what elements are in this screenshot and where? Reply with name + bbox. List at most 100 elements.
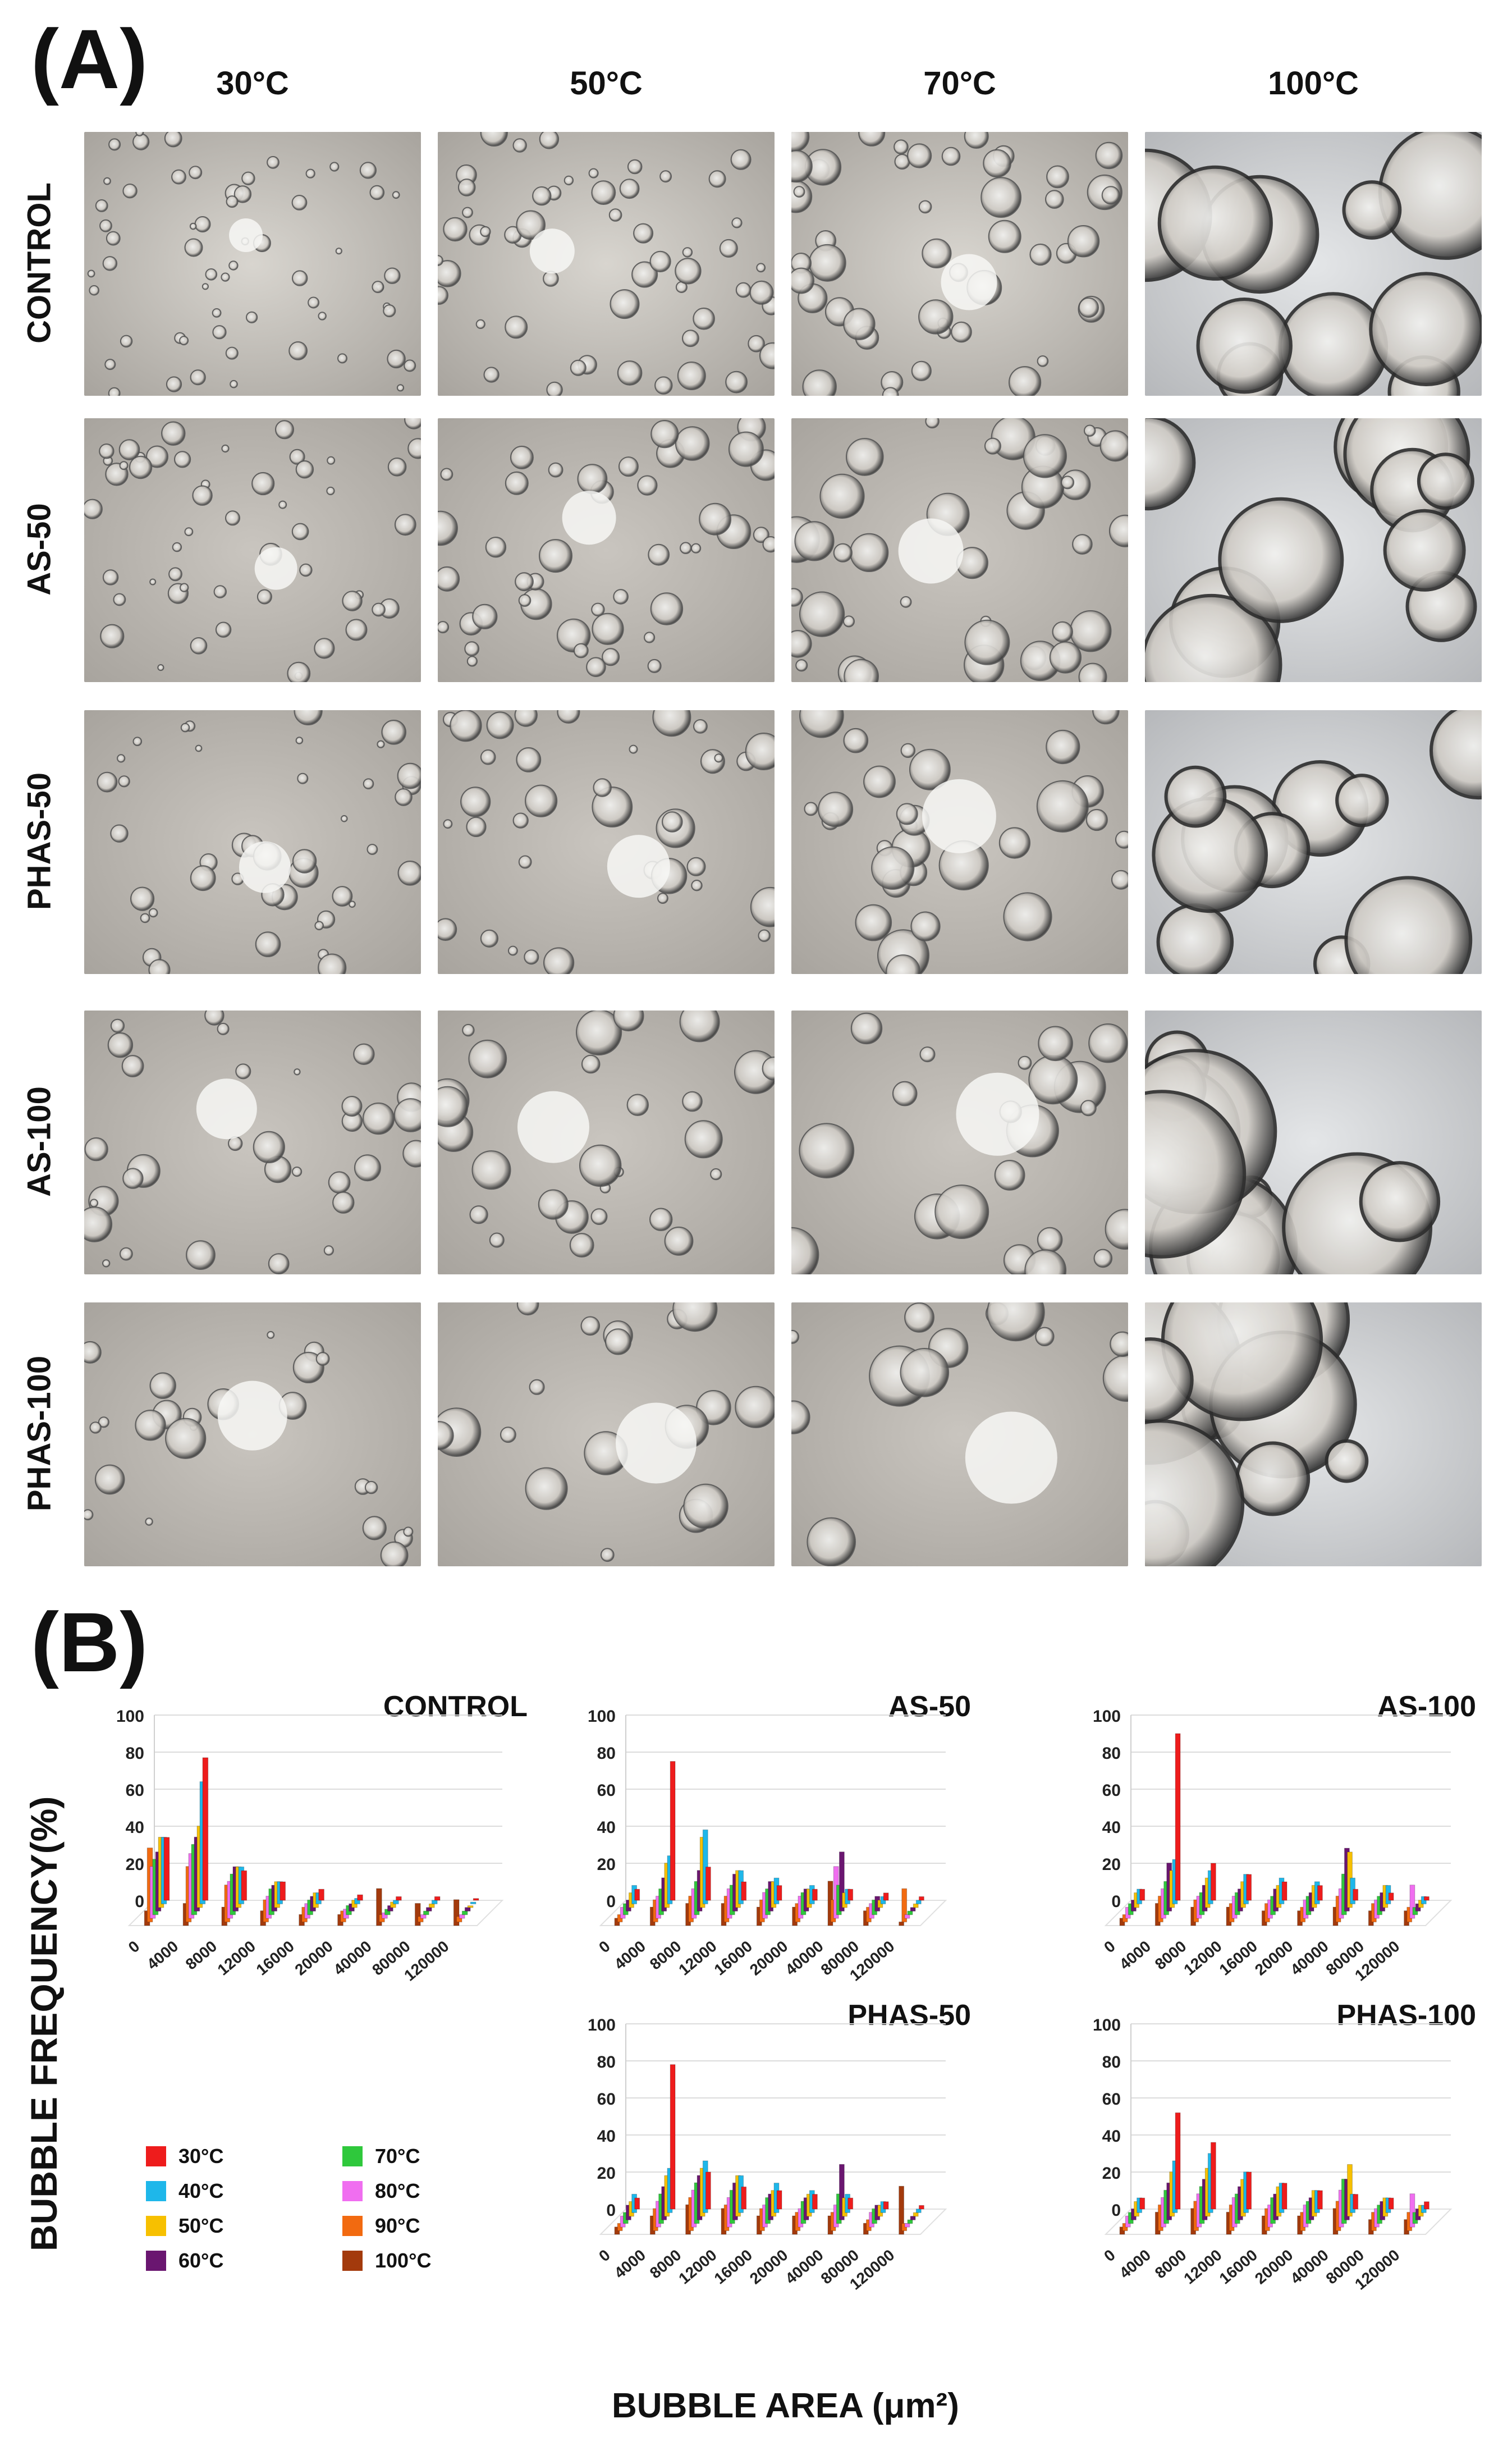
bar [776, 2190, 782, 2210]
x-tick-label: 20000 [1252, 2246, 1296, 2288]
legend-label: 50°C [178, 2214, 224, 2237]
y-tick-label: 20 [1102, 2164, 1121, 2183]
bar [1353, 2194, 1359, 2210]
bar [459, 1914, 465, 1919]
bar [429, 1903, 435, 1908]
row-label: AS-100 [21, 1086, 58, 1197]
y-tick-label: 60 [597, 1781, 616, 1800]
bar [670, 1761, 676, 1901]
legend-item: 100°C [342, 2249, 431, 2273]
bar [467, 1905, 474, 1908]
row-label: AS-50 [21, 503, 58, 596]
chart-title: PHAS-50 [847, 1999, 971, 2032]
bar [901, 1888, 908, 1923]
x-tick-label: 40000 [782, 1937, 827, 1979]
micrograph-image [1145, 1011, 1482, 1274]
histogram-chart-as-50: AS-50 0 20 40 60 80 100 0 4000 8000 12000 16000 2000… [561, 1690, 971, 2004]
legend-label: 90°C [375, 2214, 420, 2237]
y-tick-label: 100 [1093, 2016, 1121, 2034]
legend-swatch [146, 2146, 166, 2166]
x-tick-label: 40000 [1287, 1937, 1332, 1979]
x-tick-label: 4000 [1116, 1937, 1154, 1973]
chart-plot: 0204060801000400080001200016000200004000… [1093, 2016, 1453, 2293]
bar [1281, 2183, 1288, 2210]
legend-item: 80°C [342, 2179, 420, 2203]
bar [904, 2223, 910, 2228]
y-tick-label: 80 [597, 1744, 616, 1763]
histogram-chart-control: CONTROL 0 20 40 60 80 100 0 4000 8000 12000 16000 20… [90, 1690, 528, 2004]
bar [1409, 2193, 1415, 2228]
y-tick-label: 0 [135, 1892, 144, 1911]
x-axis-label: BUBBLE AREA (μm²) [612, 2386, 959, 2425]
y-tick-label: 80 [1102, 2053, 1121, 2072]
x-tick-label: 4000 [611, 2246, 649, 2282]
y-tick-label: 100 [588, 2016, 616, 2034]
micrograph-image [438, 418, 775, 682]
bar [354, 1898, 360, 1904]
bar [396, 1896, 402, 1901]
bar [1347, 2164, 1353, 2217]
y-tick-label: 80 [1102, 1744, 1121, 1763]
y-tick-label: 80 [597, 2053, 616, 2072]
bar [919, 1896, 924, 1901]
micrograph-image [438, 710, 775, 974]
bar [839, 2164, 845, 2220]
bar [705, 1867, 711, 1901]
chart-plot: 0204060801000400080001200016000200004000… [1093, 1707, 1453, 1985]
micrograph-image [438, 132, 775, 396]
bar [357, 1894, 363, 1901]
histogram-chart-phas-50: PHAS-50 0 20 40 60 80 100 0 4000 8000 12000 16000 20… [561, 1999, 971, 2313]
bar [1317, 1885, 1323, 1901]
legend-label: 40°C [178, 2179, 224, 2202]
micrograph-image [791, 132, 1128, 396]
legend-label: 60°C [178, 2249, 224, 2272]
bar [670, 2064, 676, 2210]
micrograph-image [791, 418, 1128, 682]
bar [418, 1916, 424, 1923]
x-tick-label: 4000 [144, 1937, 182, 1973]
micrograph-image [791, 1302, 1128, 1566]
y-tick-label: 40 [597, 2127, 616, 2146]
bar [1139, 2197, 1146, 2210]
x-tick-label: 0 [1101, 2246, 1119, 2265]
legend-swatch [146, 2181, 166, 2201]
x-tick-label: 12000 [214, 1937, 259, 1979]
x-tick-label: 16000 [711, 2246, 756, 2288]
y-tick-label: 0 [1111, 1892, 1121, 1911]
bar [1175, 2112, 1181, 2210]
legend-item: 50°C [146, 2214, 223, 2238]
bar [1281, 1881, 1288, 1901]
legend-item: 60°C [146, 2249, 223, 2273]
bar [1409, 1885, 1415, 1919]
histogram-chart-phas-100: PHAS-100 0 20 40 60 80 100 0 4000 8000 12000 16000 2… [1066, 1999, 1476, 2313]
legend-item: 70°C [342, 2145, 420, 2168]
chart-title: PHAS-100 [1336, 1999, 1476, 2032]
bar [376, 1888, 382, 1926]
y-tick-label: 40 [1102, 1818, 1121, 1837]
bar [470, 1901, 476, 1904]
histogram-chart-as-100: AS-100 0 20 40 60 80 100 0 4000 8000 12000 16000 200… [1066, 1690, 1476, 2004]
legend-label: 30°C [178, 2145, 224, 2168]
column-header: 70°C [923, 65, 996, 102]
x-tick-label: 20000 [1252, 1937, 1296, 1979]
bar [241, 1870, 248, 1901]
x-tick-label: 4000 [611, 1937, 649, 1973]
panel-a-letter: (A) [31, 12, 148, 106]
bar [702, 1829, 708, 1904]
y-axis-label: BUBBLE FREQUENCY(%) [23, 1796, 65, 2251]
y-tick-label: 20 [597, 2164, 616, 2183]
legend-swatch [342, 2251, 363, 2271]
micrograph-image [791, 1011, 1128, 1274]
micrograph-image [1145, 132, 1482, 396]
bar [415, 1903, 421, 1926]
x-tick-label: 16000 [1216, 1937, 1261, 1979]
x-tick-label: 16000 [1216, 2246, 1261, 2288]
legend-item: 30°C [146, 2145, 223, 2168]
x-tick-label: 40000 [330, 1937, 375, 1979]
micrograph-image [84, 418, 421, 682]
x-tick-label: 16000 [253, 1937, 297, 1979]
bar [1424, 1896, 1429, 1901]
legend-item: 90°C [342, 2214, 420, 2238]
bar [913, 2212, 919, 2217]
bar [1388, 2197, 1394, 2210]
